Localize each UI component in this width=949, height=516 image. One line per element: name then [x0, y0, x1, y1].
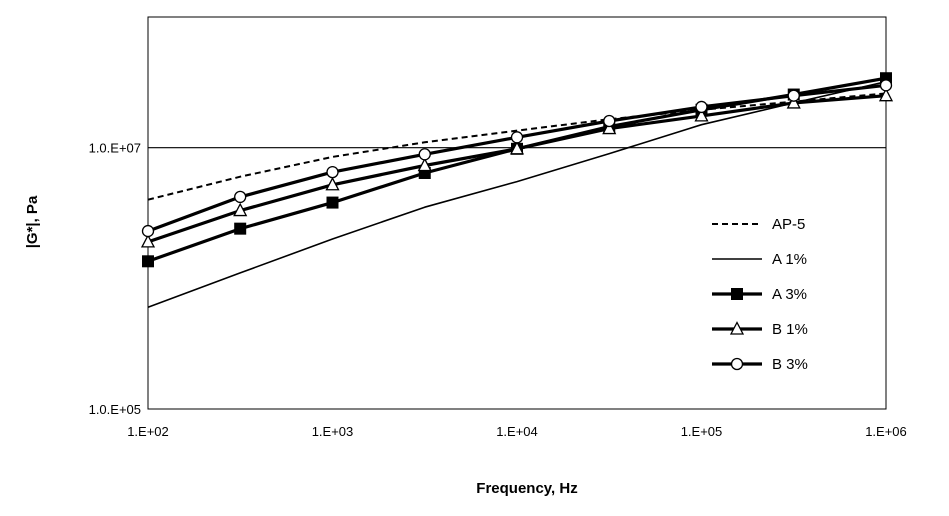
legend-label: A 1%: [772, 251, 807, 268]
legend-entry: AP-5: [712, 216, 805, 233]
series-layer: [140, 72, 894, 309]
y-axis-ticks: 1.0.E+05 1.0.E+07: [89, 141, 141, 417]
y-axis-title: |G*|, Pa: [24, 195, 41, 248]
data-point: [141, 224, 155, 238]
data-point: [142, 255, 154, 268]
data-point: [140, 234, 156, 248]
series-ap-5: [147, 92, 887, 201]
data-point: [786, 95, 801, 109]
data-point: [234, 190, 247, 204]
legend: AP-5 A 1% A 3% B 1% B 3%: [712, 216, 808, 373]
legend-label: AP-5: [772, 216, 805, 233]
series-line: [147, 80, 887, 309]
legend-entry: B 3%: [712, 356, 808, 373]
legend-entry: B 1%: [712, 321, 808, 338]
data-point: [878, 87, 894, 102]
y-tick-label: 1.0.E+05: [89, 402, 141, 417]
data-point: [879, 79, 893, 92]
legend-entry: A 3%: [712, 286, 807, 303]
x-tick-label: 1.E+03: [312, 424, 354, 439]
x-tick-label: 1.E+05: [681, 424, 723, 439]
x-tick-label: 1.E+02: [127, 424, 169, 439]
data-point: [326, 196, 339, 209]
series-line: [147, 92, 887, 201]
data-point: [234, 222, 247, 235]
x-tick-label: 1.E+04: [496, 424, 538, 439]
x-tick-label: 1.E+06: [865, 424, 907, 439]
legend-marker: [729, 321, 745, 335]
data-point: [603, 114, 616, 128]
data-point: [325, 176, 340, 191]
data-point: [233, 202, 248, 217]
legend-label: B 3%: [772, 356, 808, 373]
legend-label: A 3%: [772, 286, 807, 303]
data-point: [417, 157, 432, 172]
data-point: [418, 148, 431, 161]
legend-marker: [731, 288, 743, 300]
data-point: [694, 108, 709, 122]
data-point: [602, 120, 617, 135]
x-axis-title: Frequency, Hz: [476, 480, 577, 497]
legend-marker: [730, 357, 744, 371]
data-point: [787, 89, 800, 102]
legend-label: B 1%: [772, 321, 808, 338]
x-axis-ticks: 1.E+02 1.E+03 1.E+04 1.E+05 1.E+06: [127, 424, 907, 439]
plot-area: [147, 16, 887, 410]
data-point: [326, 165, 339, 179]
series-b-3-: [141, 79, 893, 238]
data-point: [510, 131, 524, 144]
series-a-1-: [147, 80, 887, 309]
series-b-1-: [140, 87, 894, 248]
data-point: [695, 100, 708, 114]
legend-entry: A 1%: [712, 251, 807, 268]
data-point: [509, 140, 525, 155]
y-tick-label: 1.0.E+07: [89, 141, 141, 156]
